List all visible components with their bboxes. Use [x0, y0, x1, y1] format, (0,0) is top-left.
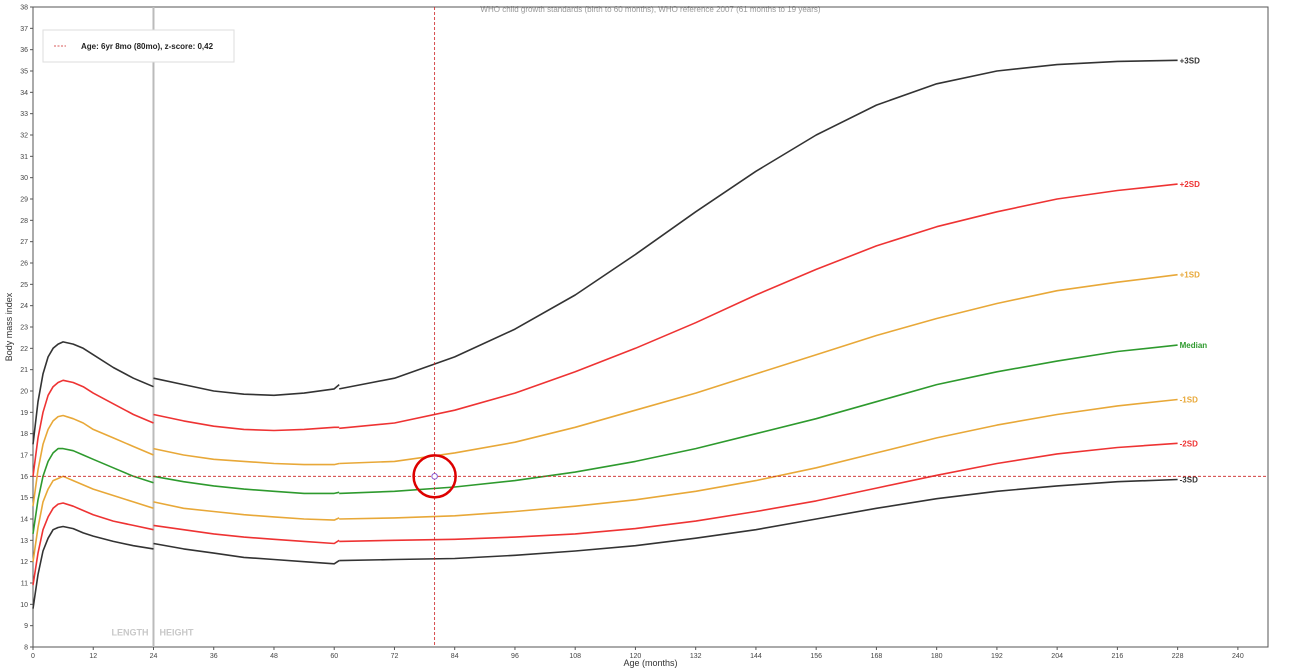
- series-label: -2SD: [1180, 439, 1198, 448]
- y-tick-label: 24: [20, 303, 28, 310]
- y-tick-label: 11: [21, 581, 28, 588]
- y-tick-label: 9: [24, 623, 28, 630]
- y-tick-label: 27: [20, 239, 28, 246]
- x-tick-label: 0: [31, 653, 35, 660]
- series-line: [339, 183, 1178, 430]
- y-tick-label: 19: [20, 410, 28, 417]
- y-tick-label: 30: [20, 175, 28, 182]
- x-tick-label: 12: [89, 653, 97, 660]
- y-tick-label: 17: [20, 453, 28, 460]
- y-tick-label: 28: [20, 218, 28, 225]
- x-tick-label: 204: [1051, 653, 1063, 660]
- x-tick-label: 132: [690, 653, 702, 660]
- series-line: [339, 273, 1178, 465]
- legend: Age: 6yr 8mo (80mo), z-score: 0,42: [42, 29, 235, 63]
- chart-title: WHO child growth standards (birth to 60 …: [480, 5, 820, 14]
- series-lines: [32, 59, 1178, 609]
- series-line: [153, 501, 340, 521]
- series-line: [32, 475, 154, 562]
- series-label: -1SD: [1180, 396, 1198, 405]
- x-axis: 0 12 24 36 48 60 72 84 96 108 120 132 144 156 168 180 19…: [31, 647, 1244, 660]
- series-line: [32, 525, 154, 609]
- measurement-highlight-circle: [412, 454, 457, 499]
- x-tick-label: 228: [1172, 653, 1184, 660]
- y-tick-label: 10: [20, 602, 28, 609]
- series-line: [32, 447, 154, 535]
- series-line: [339, 59, 1178, 390]
- series-line: [153, 447, 340, 466]
- series-line: [153, 413, 340, 432]
- x-tick-label: 120: [630, 653, 642, 660]
- y-tick-label: 12: [20, 559, 28, 566]
- y-tick-label: 14: [20, 517, 28, 524]
- x-tick-label: 108: [569, 653, 581, 660]
- x-tick-label: 60: [330, 653, 338, 660]
- x-tick-label: 192: [991, 653, 1003, 660]
- y-tick-label: 8: [24, 645, 28, 652]
- x-tick-label: 168: [871, 653, 883, 660]
- y-tick-label: 36: [20, 47, 28, 54]
- legend-text: Age: 6yr 8mo (80mo), z-score: 0,42: [81, 42, 214, 51]
- x-tick-label: 84: [451, 653, 459, 660]
- series-line: [32, 379, 154, 477]
- measurement-point[interactable]: [431, 473, 438, 480]
- y-tick-label: 13: [20, 538, 28, 545]
- series-line: [153, 524, 340, 545]
- series-line: [32, 341, 154, 445]
- y-tick-label: 16: [20, 474, 28, 481]
- y-tick-label: 31: [20, 154, 28, 161]
- y-tick-label: 33: [20, 111, 28, 118]
- x-axis-title: Age (months): [623, 658, 677, 668]
- y-axis: 8 9 10 11 12 13 14 15 16 17 18 19 20 21 22 23 24 25 26 27 28…: [20, 5, 33, 652]
- series-line: [32, 502, 154, 586]
- series-label: -3SD: [1180, 476, 1198, 485]
- y-tick-label: 23: [20, 325, 28, 332]
- y-tick-label: 35: [20, 69, 28, 76]
- series-line: [339, 478, 1178, 562]
- x-tick-label: 180: [931, 653, 943, 660]
- series-label: +2SD: [1180, 180, 1200, 189]
- y-tick-label: 20: [20, 389, 28, 396]
- y-tick-label: 22: [20, 346, 28, 353]
- x-tick-label: 36: [210, 653, 218, 660]
- y-tick-label: 21: [20, 367, 28, 374]
- x-tick-label: 216: [1112, 653, 1124, 660]
- y-tick-label: 37: [20, 26, 28, 33]
- series-label: +1SD: [1180, 271, 1200, 280]
- height-region-label: HEIGHT: [159, 627, 194, 637]
- y-tick-label: 38: [20, 5, 28, 12]
- x-tick-label: 96: [511, 653, 519, 660]
- length-region-label: LENGTH: [111, 627, 148, 637]
- series-label: +3SD: [1180, 56, 1200, 65]
- series-line: [339, 442, 1178, 543]
- x-tick-label: 72: [391, 653, 399, 660]
- x-tick-label: 144: [750, 653, 762, 660]
- y-tick-label: 29: [20, 197, 28, 204]
- y-tick-label: 32: [20, 133, 28, 140]
- x-tick-label: 240: [1232, 653, 1244, 660]
- x-tick-label: 24: [150, 653, 158, 660]
- y-tick-label: 34: [20, 90, 28, 97]
- series-line: [339, 398, 1178, 520]
- y-tick-label: 18: [20, 431, 28, 438]
- series-label: Median: [1180, 341, 1208, 350]
- series-line: [153, 542, 340, 565]
- plot-area: [32, 6, 1269, 648]
- y-axis-title: Body mass index: [4, 292, 14, 361]
- series-line: [153, 475, 340, 495]
- x-tick-label: 48: [270, 653, 278, 660]
- series-line: [339, 344, 1178, 495]
- series-labels: +3SD +2SD +1SD Median -1SD -2SD -3SD: [1180, 56, 1208, 484]
- series-line: [153, 377, 340, 397]
- y-tick-label: 15: [20, 495, 28, 502]
- x-tick-label: 156: [810, 653, 822, 660]
- legend-box: [42, 29, 235, 63]
- y-tick-label: 26: [20, 261, 28, 268]
- y-tick-label: 25: [20, 282, 28, 289]
- series-line: [32, 414, 154, 507]
